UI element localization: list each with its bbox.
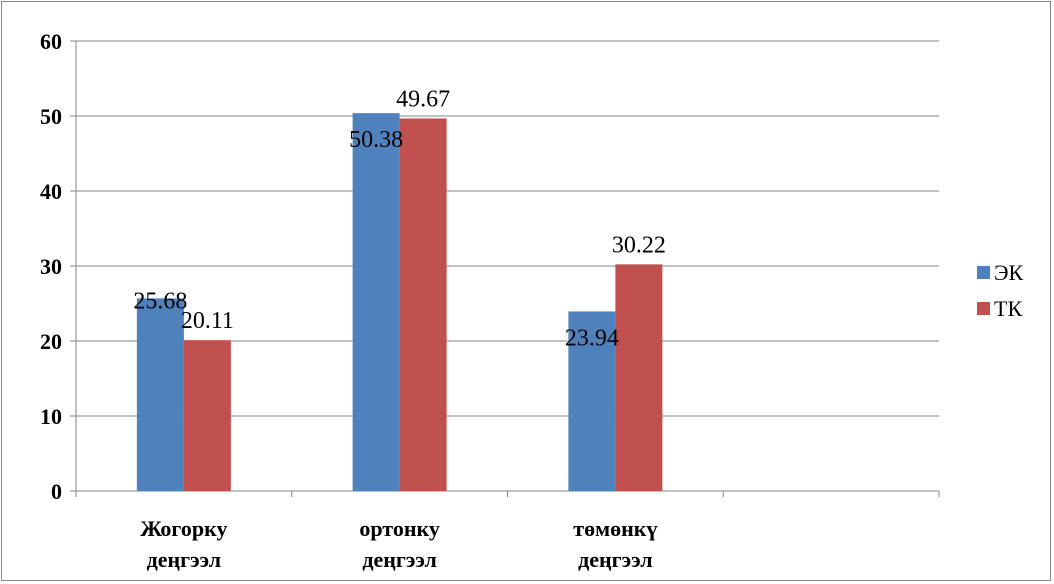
x-category-label: деңгээл <box>147 547 222 572</box>
legend-label: ЭК <box>994 260 1024 285</box>
data-label: 25.68 <box>133 288 187 314</box>
y-tick-label: 30 <box>40 254 62 279</box>
y-tick-label: 50 <box>40 104 62 129</box>
y-tick-label: 10 <box>40 404 62 429</box>
bar-ТК <box>399 118 447 491</box>
bar-ТК <box>183 340 231 491</box>
bar-ТК <box>615 264 663 491</box>
x-category-label: деңгээл <box>578 547 653 572</box>
data-label: 20.11 <box>181 308 234 334</box>
bar-ЭК <box>568 311 616 491</box>
bar-ЭК <box>352 113 400 492</box>
y-tick-label: 40 <box>40 179 62 204</box>
data-label: 49.67 <box>396 86 450 112</box>
x-category-label: ортонку <box>359 516 440 541</box>
bar-ЭК <box>136 298 184 491</box>
legend-swatch <box>977 266 990 279</box>
data-label: 50.38 <box>349 127 403 153</box>
x-category-label: төмөнкү <box>573 516 657 541</box>
x-category-label: Жогорку <box>140 516 227 541</box>
legend-swatch <box>977 302 990 315</box>
x-category-label: деңгээл <box>362 547 437 572</box>
data-label: 30.22 <box>612 232 666 258</box>
legend-label: ТК <box>994 296 1022 321</box>
y-tick-label: 20 <box>40 329 62 354</box>
y-tick-label: 60 <box>40 29 62 54</box>
data-label: 23.94 <box>565 325 619 351</box>
y-tick-label: 0 <box>51 479 62 504</box>
